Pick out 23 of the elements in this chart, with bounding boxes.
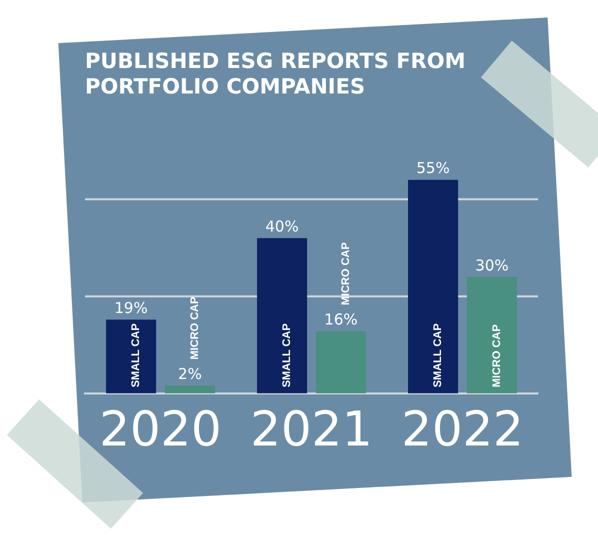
data-label: 40%: [265, 217, 299, 236]
text: PUBLISHED ESG REPORTS FROM: [85, 49, 466, 74]
text: MICRO CAP: [188, 296, 201, 360]
data-label: 19%: [114, 299, 148, 318]
text: SMALL CAP: [432, 323, 444, 388]
text: MICRO CAP: [340, 242, 352, 306]
series-label: SMALL CAP: [130, 323, 142, 388]
bar: [257, 238, 308, 394]
data-label: 2%: [178, 365, 202, 384]
bar: [466, 276, 517, 394]
x-tick-label: 2021: [250, 402, 373, 458]
bar: [106, 320, 156, 394]
data-label: 30%: [475, 256, 509, 274]
series-label: MICRO CAP: [490, 324, 503, 388]
bar: [164, 386, 215, 394]
bar: [316, 331, 366, 394]
data-label: 55%: [416, 159, 450, 178]
text: SMALL CAP: [281, 323, 294, 388]
bar: [408, 180, 458, 394]
data-label: 16%: [324, 310, 358, 329]
x-tick-label: 2022: [401, 402, 524, 458]
text: PORTFOLIO COMPANIES: [85, 74, 366, 98]
x-tick-label: 2020: [99, 402, 222, 458]
